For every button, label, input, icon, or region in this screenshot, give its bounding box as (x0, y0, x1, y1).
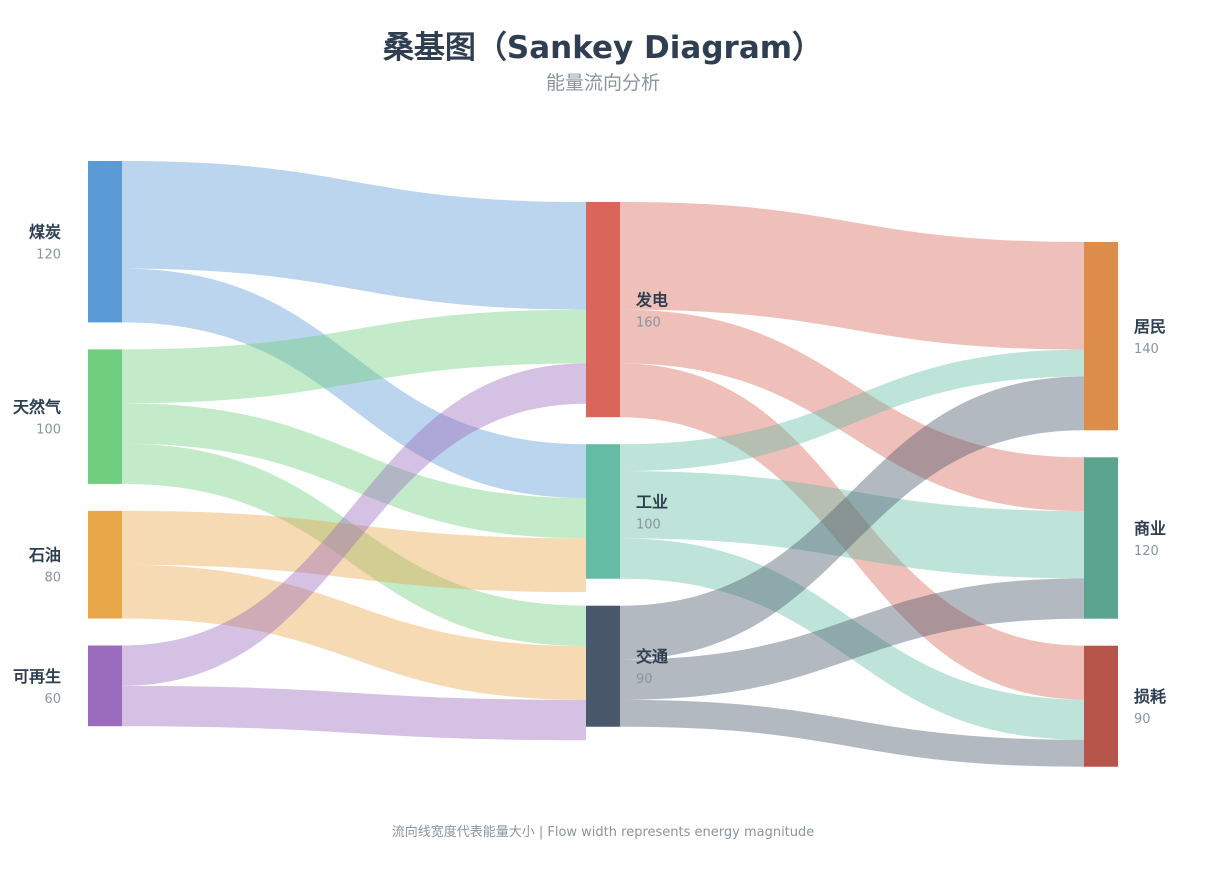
node-label-resident: 居民 (1134, 317, 1166, 336)
node-value-industry: 100 (636, 517, 661, 532)
chart-subtitle: 能量流向分析 (545, 72, 660, 94)
node-value-resident: 140 (1134, 342, 1159, 357)
flow-link-power-to-resident (620, 202, 1084, 350)
node-value-loss: 90 (1134, 712, 1151, 727)
node-commerce (1084, 457, 1118, 619)
node-coal (88, 161, 122, 323)
flow-link-renew-to-power (122, 363, 586, 686)
flow-link-transport-to-commerce (620, 578, 1084, 700)
flow-link-power-to-commerce (620, 309, 1084, 512)
node-industry (586, 444, 620, 579)
node-value-gas: 100 (36, 423, 61, 438)
node-label-coal: 煤炭 (29, 223, 61, 242)
node-resident (1084, 242, 1118, 431)
flow-link-renew-to-transport (122, 685, 586, 741)
flow-link-oil-to-industry (122, 510, 586, 593)
sankey-labels: 煤炭 120 天然气 100 石油 80 可再生 60 发电 160 工业 100 交通 90 居民 140 商… (13, 223, 1166, 728)
flow-link-industry-to-loss (620, 538, 1084, 740)
node-label-loss: 损耗 (1134, 687, 1166, 706)
flow-link-gas-to-transport (122, 443, 586, 647)
node-transport (586, 605, 620, 727)
node-label-commerce: 商业 (1134, 519, 1166, 538)
node-label-oil: 石油 (28, 546, 61, 565)
flow-link-coal-to-power (122, 161, 586, 310)
flow-link-gas-to-industry (122, 403, 586, 539)
node-renew (88, 645, 122, 727)
flow-link-industry-to-resident (620, 349, 1084, 472)
node-value-commerce: 120 (1134, 544, 1159, 559)
node-label-renew: 可再生 (13, 667, 61, 686)
flow-link-industry-to-commerce (620, 471, 1084, 579)
node-loss (1084, 645, 1118, 767)
flow-link-transport-to-resident (620, 376, 1084, 660)
node-gas (88, 349, 122, 484)
sankey-nodes (88, 161, 1118, 767)
sankey-links (122, 161, 1084, 767)
node-label-transport: 交通 (636, 647, 668, 666)
flow-link-coal-to-industry (122, 268, 586, 498)
node-oil (88, 510, 122, 619)
node-value-transport: 90 (636, 672, 653, 687)
node-value-power: 160 (636, 316, 661, 331)
chart-title: 桑基图（Sankey Diagram） (382, 30, 824, 66)
node-power (586, 202, 620, 418)
flow-link-gas-to-power (122, 309, 586, 404)
flow-link-oil-to-transport (122, 564, 586, 700)
node-label-gas: 天然气 (13, 398, 61, 417)
node-label-industry: 工业 (636, 492, 668, 511)
node-value-coal: 120 (36, 248, 61, 263)
node-label-power: 发电 (635, 291, 668, 310)
node-value-oil: 80 (44, 571, 61, 586)
flow-link-transport-to-loss (620, 699, 1084, 767)
node-value-renew: 60 (44, 692, 61, 707)
chart-footer-note: 流向线宽度代表能量大小 | Flow width represents ener… (391, 825, 815, 840)
flow-link-power-to-loss (620, 363, 1084, 700)
